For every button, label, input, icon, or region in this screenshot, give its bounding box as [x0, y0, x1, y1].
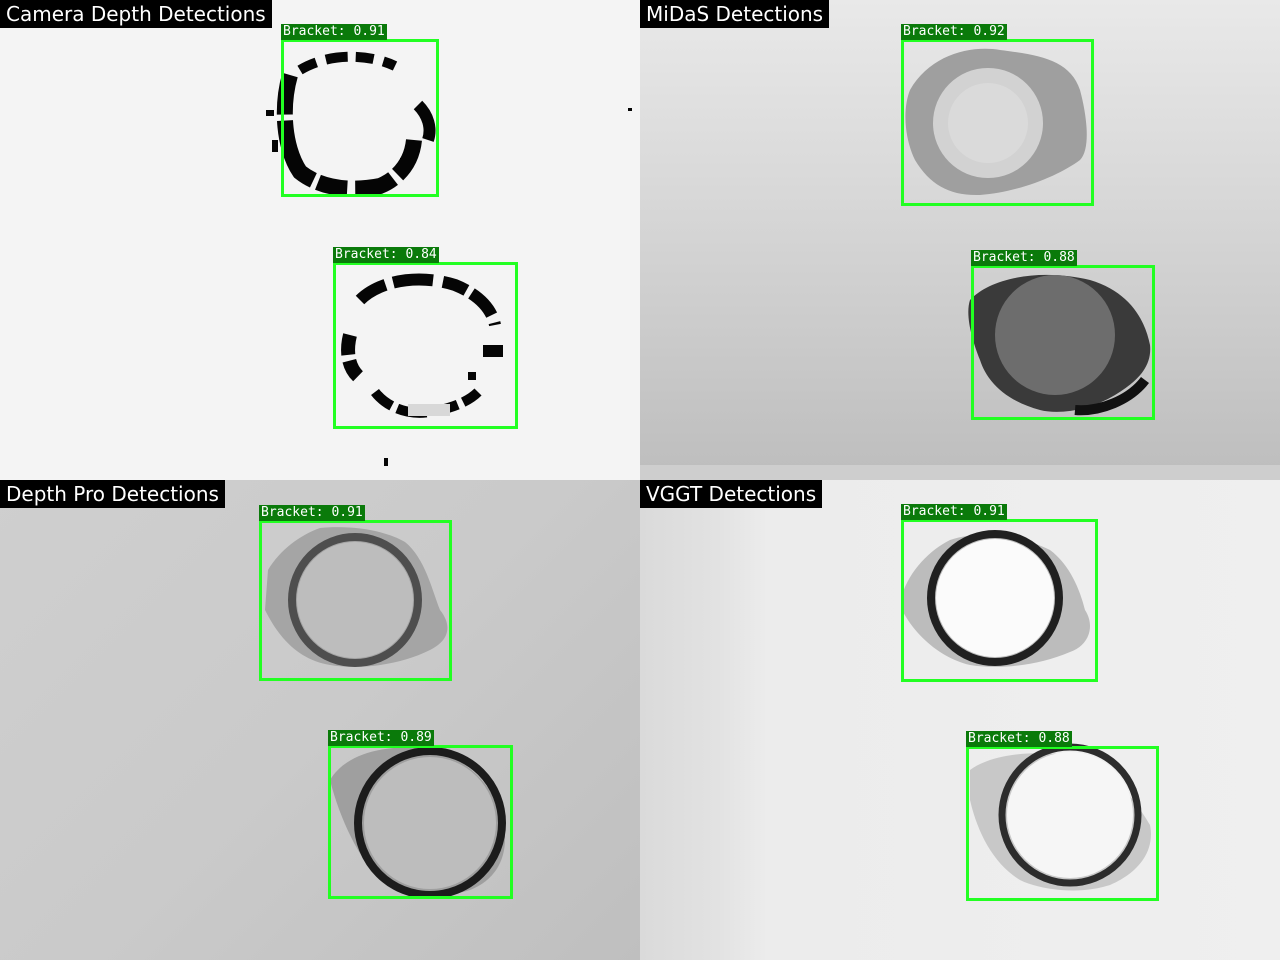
- detection-box[interactable]: [901, 39, 1094, 206]
- bracket-shape-2: [968, 274, 1151, 416]
- panel-depth-pro: Depth Pro Detections Bracket: 0.91 Brack…: [0, 480, 640, 960]
- detection-box[interactable]: [966, 746, 1159, 901]
- detection-box[interactable]: [901, 519, 1098, 682]
- panel-title: MiDaS Detections: [640, 0, 830, 28]
- detection-box[interactable]: [328, 745, 513, 899]
- panel-camera-depth: Camera Depth Detections Bracket: 0.91 Br…: [0, 0, 640, 480]
- detection-box[interactable]: [333, 262, 518, 429]
- bracket-shape-1: [265, 527, 448, 667]
- floor-edge: [640, 465, 1280, 480]
- detection-box[interactable]: [281, 39, 439, 197]
- detection-label: Bracket: 0.88: [971, 250, 1077, 266]
- panel-title: VGGT Detections: [640, 480, 823, 508]
- panel-midas: MiDaS Detections Bracket: 0.92 Bracket: …: [640, 0, 1280, 480]
- bracket-shape-2: [970, 743, 1151, 891]
- detection-label: Bracket: 0.91: [259, 505, 365, 521]
- detection-label: Bracket: 0.91: [901, 504, 1007, 520]
- detection-label: Bracket: 0.89: [328, 730, 434, 746]
- panel-title: Camera Depth Detections: [0, 0, 272, 28]
- depth-map-vggt: [902, 530, 1151, 891]
- bracket-shape-2: [330, 747, 506, 899]
- detection-label: Bracket: 0.84: [333, 247, 439, 263]
- detection-box[interactable]: [971, 265, 1155, 420]
- bracket-blob-2: [341, 273, 503, 466]
- depth-map-midas: [640, 48, 1280, 480]
- detection-label: Bracket: 0.88: [966, 731, 1072, 747]
- bracket-shape-1: [902, 530, 1090, 667]
- depth-map-camera: [266, 51, 632, 466]
- depth-map-depth-pro: [265, 527, 506, 899]
- detection-label: Bracket: 0.91: [281, 24, 387, 40]
- panel-title: Depth Pro Detections: [0, 480, 225, 508]
- detection-box[interactable]: [259, 520, 452, 681]
- bracket-blob-1: [266, 51, 632, 197]
- bracket-shape-1: [905, 48, 1087, 196]
- panel-vggt: VGGT Detections Bracket: 0.91 Bracket: 0…: [640, 480, 1280, 960]
- detection-label: Bracket: 0.92: [901, 24, 1007, 40]
